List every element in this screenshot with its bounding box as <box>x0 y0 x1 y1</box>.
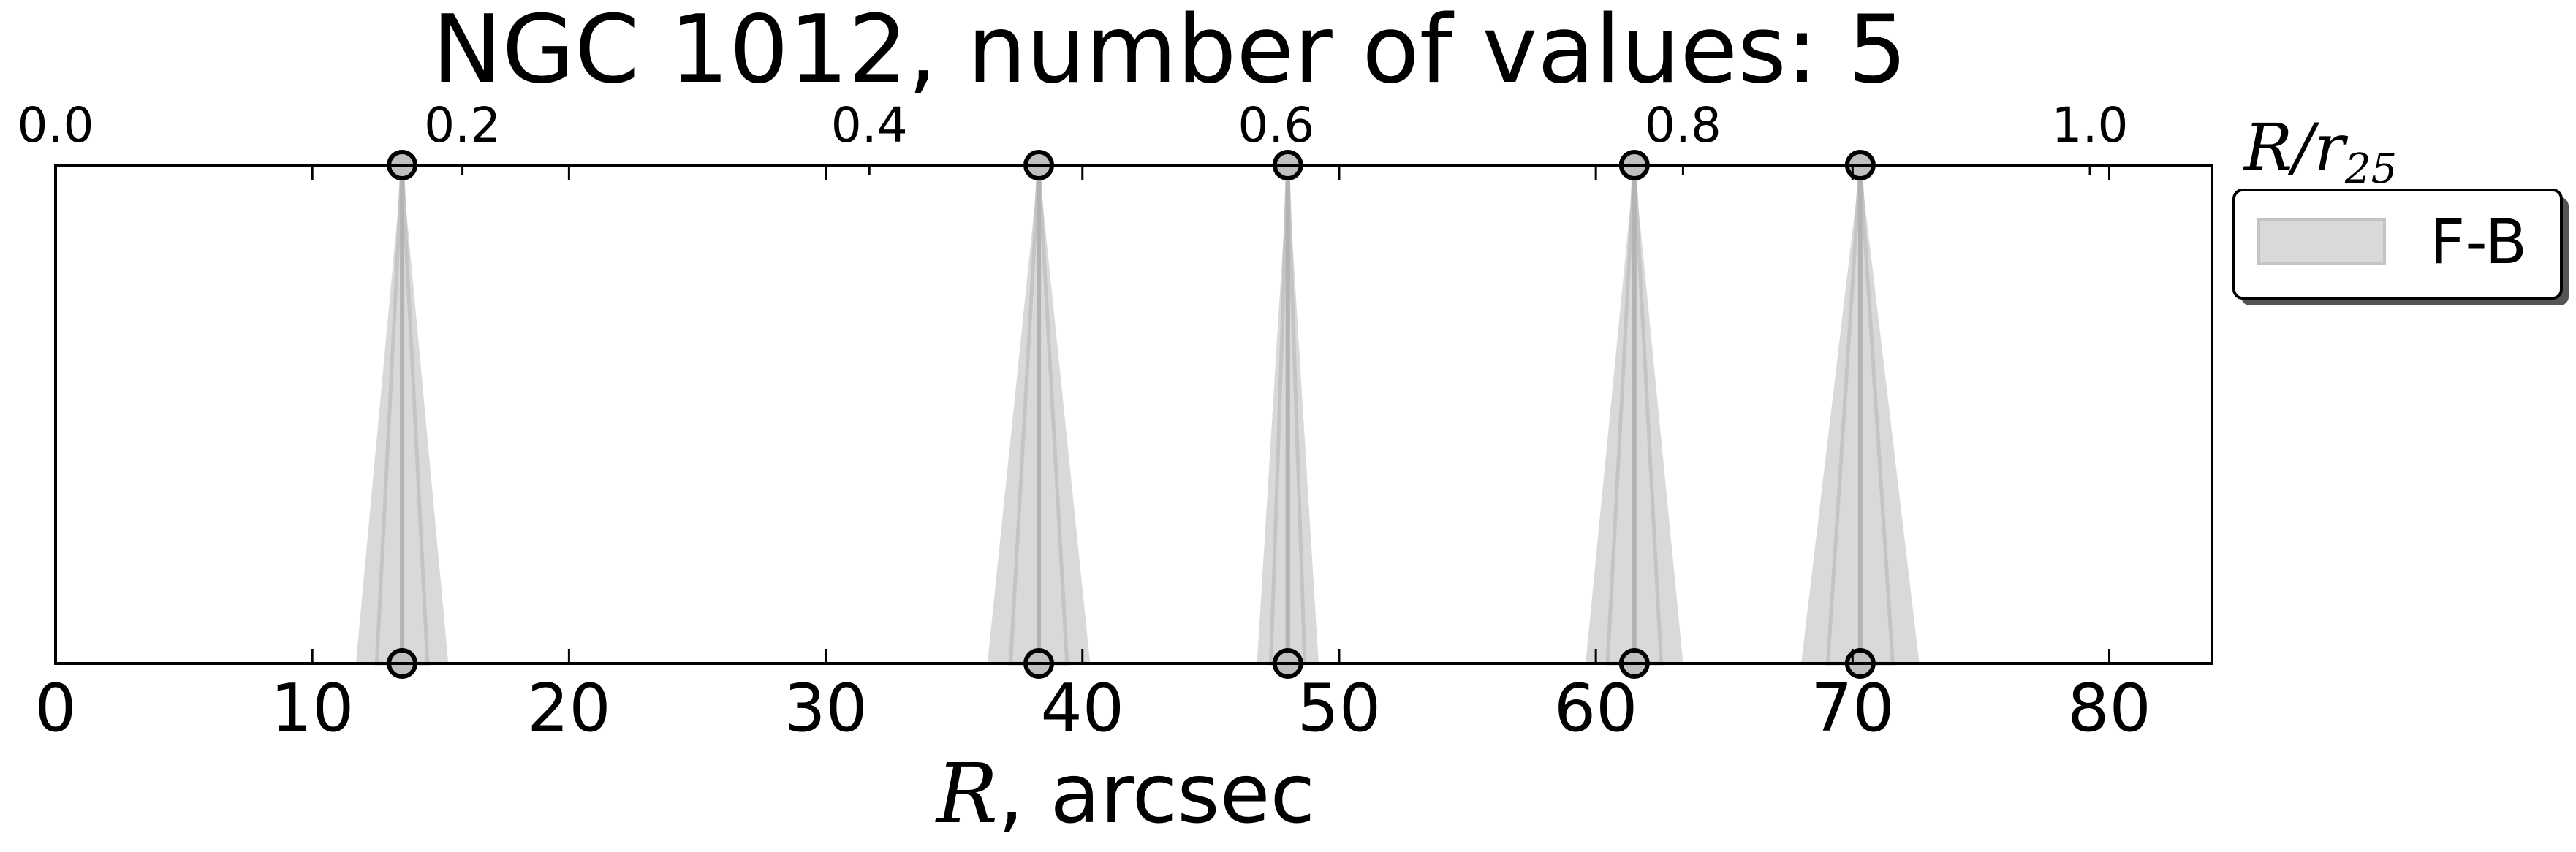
legend-swatch <box>2257 218 2386 265</box>
bottom-tick-label-70: 70 <box>1811 670 1895 747</box>
top-x-axis: 0.0 0.2 0.4 0.6 0.8 1.0 <box>18 97 2129 175</box>
bottom-tick-label-20: 20 <box>527 670 611 747</box>
bottom-tick-label-60: 60 <box>1554 670 1638 747</box>
top-tick-label-0.4: 0.4 <box>831 97 908 153</box>
top-axis-label-symbol: R/r <box>2243 110 2349 185</box>
x-axis-label: R, arcsec <box>935 747 1315 842</box>
bottom-tick-label-10: 10 <box>270 670 355 747</box>
top-axis-label-subscript: 25 <box>2344 145 2397 193</box>
bottom-tick-label-80: 80 <box>2067 670 2151 747</box>
top-axis-label: R/r25 <box>2243 110 2397 193</box>
x-axis-label-unit: , arcsec <box>998 747 1315 842</box>
spread-bands <box>355 164 1920 666</box>
top-tick-label-0.2: 0.2 <box>424 97 501 153</box>
plot-frame <box>54 164 2213 665</box>
legend: F-B <box>2232 189 2569 305</box>
bottom-tick-label-40: 40 <box>1040 670 1124 747</box>
bottom-x-axis: 0 10 20 30 40 50 60 70 80 <box>34 165 2151 747</box>
bottom-tick-label-50: 50 <box>1298 670 1382 747</box>
top-tick-label-0.0: 0.0 <box>18 97 94 153</box>
bottom-tick-label-30: 30 <box>784 670 868 747</box>
top-tick-label-0.8: 0.8 <box>1645 97 1721 153</box>
legend-label: F-B <box>2430 206 2527 278</box>
x-axis-label-symbol: R <box>935 747 998 842</box>
top-tick-label-1.0: 1.0 <box>2052 97 2129 153</box>
chart-title: NGC 1012, number of values: 5 <box>432 0 1907 104</box>
bottom-tick-label-0: 0 <box>34 670 76 747</box>
top-tick-label-0.6: 0.6 <box>1238 97 1314 153</box>
legend-box <box>2232 189 2563 300</box>
